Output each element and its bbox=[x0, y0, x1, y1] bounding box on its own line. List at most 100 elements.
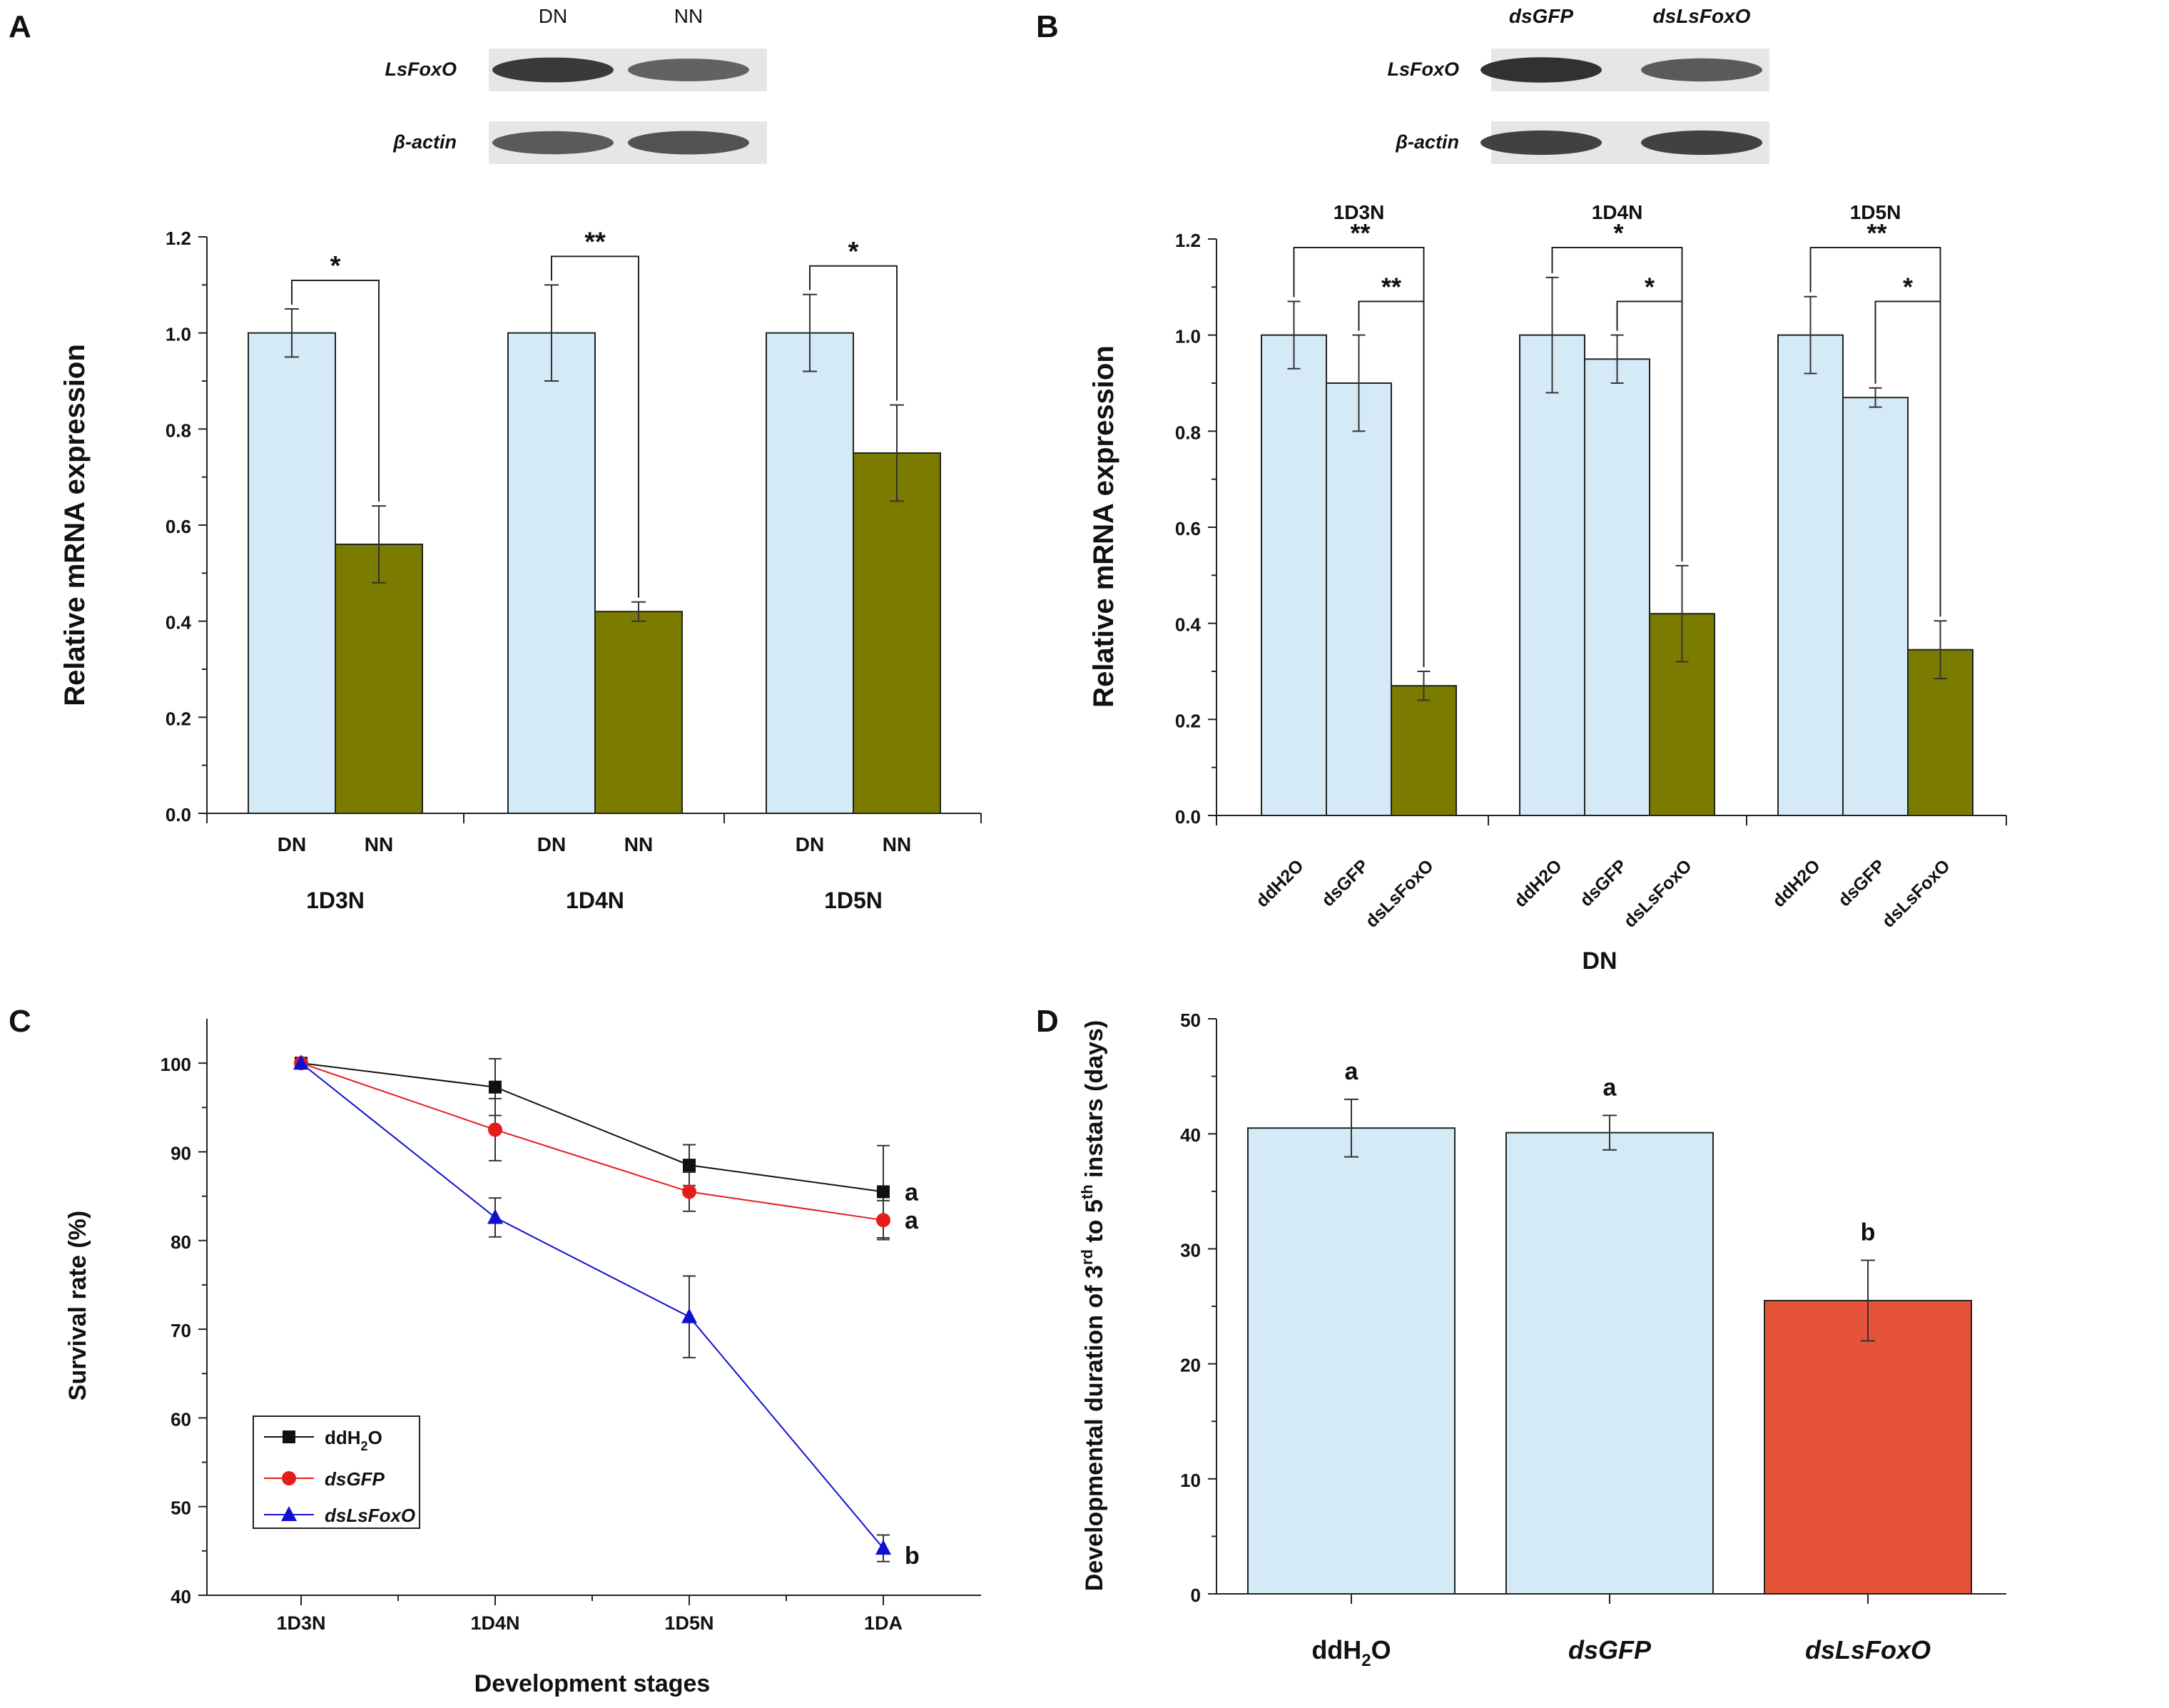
significance-marker: * bbox=[1613, 218, 1623, 248]
y-tick-label: 40 bbox=[171, 1586, 191, 1607]
panel-label: A bbox=[9, 9, 31, 44]
bar-group-1D5N: DN NN * 1D5N bbox=[766, 237, 941, 913]
error-bar bbox=[1675, 564, 1689, 663]
legend-label-main: dsLsFoxO bbox=[325, 1505, 415, 1526]
y-tick-label: 1.0 bbox=[1175, 326, 1201, 347]
bar bbox=[1584, 358, 1650, 817]
plot-area: DN NN * 1D3N DN NN ** 1D4N DN NN * 1D5N bbox=[248, 227, 941, 913]
bar-label: ddH2O bbox=[1252, 855, 1308, 911]
group-label: 1D5N bbox=[1850, 201, 1901, 223]
group-label: 1D3N bbox=[1334, 201, 1385, 223]
legend-label-main: ddH bbox=[325, 1427, 361, 1448]
y-tick-label: 1.2 bbox=[1175, 230, 1201, 251]
bar bbox=[1519, 334, 1585, 816]
bar-label-tail: O bbox=[1371, 1635, 1391, 1664]
y-tick-label: 90 bbox=[171, 1142, 191, 1164]
legend-box bbox=[253, 1415, 420, 1529]
y-axis-title: Relative mRNA expression bbox=[59, 344, 91, 706]
significance-letter: a bbox=[1345, 1058, 1359, 1085]
error-bar bbox=[1861, 1259, 1875, 1342]
bar bbox=[853, 452, 941, 814]
error-bar bbox=[803, 293, 817, 372]
blot-row-label: LsFoxO bbox=[385, 59, 457, 80]
error-bar bbox=[285, 308, 299, 358]
bar-label: ddH2O bbox=[1769, 855, 1824, 911]
x-axis-title: Development stages bbox=[474, 1670, 711, 1697]
data-point bbox=[683, 1159, 696, 1172]
bar-label: NN bbox=[365, 833, 393, 855]
y-axis-title: Survival rate (%) bbox=[64, 1211, 91, 1401]
blot-band bbox=[1641, 58, 1762, 82]
panel-label: D bbox=[1036, 1004, 1059, 1039]
blot-row-label: β-actin bbox=[1395, 131, 1459, 153]
western-blot-a: DN NN LsFoxO β-actin bbox=[385, 5, 767, 164]
group-label: 1D4N bbox=[566, 888, 624, 913]
y-tick-label: 0 bbox=[1191, 1585, 1201, 1606]
blot-row-label: β-actin bbox=[392, 131, 457, 153]
y-title-sup: rd bbox=[1078, 1249, 1096, 1265]
data-point bbox=[877, 1185, 890, 1199]
bar bbox=[1764, 1299, 1972, 1595]
y-axis-title: Relative mRNA expression bbox=[1088, 345, 1119, 708]
significance-letter: a bbox=[905, 1179, 919, 1206]
legend-label-main: dsGFP bbox=[325, 1468, 385, 1490]
significance-letter: b bbox=[1861, 1219, 1876, 1246]
data-point bbox=[489, 1080, 502, 1094]
y-tick-label: 0.8 bbox=[1175, 422, 1201, 443]
data-point bbox=[682, 1184, 696, 1199]
series-line bbox=[300, 1062, 884, 1549]
series-line bbox=[300, 1062, 884, 1221]
y-tick-label: 80 bbox=[171, 1231, 191, 1253]
y-title-part: to 5 bbox=[1081, 1199, 1108, 1249]
y-tick-label: 1.0 bbox=[166, 324, 191, 345]
significance-letter: a bbox=[905, 1207, 919, 1234]
error-bar bbox=[1287, 300, 1301, 370]
y-tick-label: 50 bbox=[171, 1498, 191, 1519]
bar-label: DN bbox=[796, 833, 824, 855]
bar-group-1D4N: DN NN ** 1D4N bbox=[507, 227, 683, 913]
series-line bbox=[300, 1062, 884, 1193]
significance-bracket bbox=[291, 280, 380, 502]
error-bar bbox=[1934, 620, 1947, 680]
bar bbox=[1247, 1127, 1456, 1595]
y-tick-label: 0.0 bbox=[1175, 806, 1201, 828]
blot-row-label: LsFoxO bbox=[1387, 59, 1459, 80]
bar-label: dsGFP bbox=[1576, 855, 1631, 910]
error-bar bbox=[544, 284, 559, 382]
error-bar bbox=[1869, 387, 1882, 408]
y-tick-label: 60 bbox=[171, 1408, 191, 1430]
x-tick-label: 1DA bbox=[864, 1612, 903, 1634]
legend: ddH2O dsGFP dsLsFoxO bbox=[253, 1415, 420, 1529]
error-bar bbox=[1344, 1098, 1358, 1158]
bar bbox=[1505, 1132, 1714, 1595]
significance-bracket bbox=[809, 265, 898, 401]
significance-marker: ** bbox=[584, 227, 606, 257]
data-point bbox=[488, 1122, 502, 1137]
x-tick-label: 1D5N bbox=[664, 1612, 713, 1634]
bar-label-main: dsGFP bbox=[1568, 1635, 1652, 1664]
bar-label: DN bbox=[537, 833, 566, 855]
significance-bracket bbox=[551, 255, 639, 598]
y-tick-label: 0.4 bbox=[1175, 614, 1202, 636]
series-ddh: a bbox=[295, 1057, 919, 1239]
blot-lane-label: dsLsFoxO bbox=[1653, 5, 1751, 27]
error-bar bbox=[890, 404, 904, 502]
bar-label: dsGFP bbox=[1568, 1635, 1652, 1664]
legend-label-tail: O bbox=[368, 1427, 382, 1448]
blot-lane-label: dsGFP bbox=[1509, 5, 1574, 27]
error-bar bbox=[1417, 671, 1431, 701]
y-tick-label: 0.2 bbox=[1175, 710, 1201, 731]
significance-bracket-near bbox=[1358, 300, 1425, 667]
legend-label: ddH2O bbox=[325, 1427, 382, 1453]
bar-label: DN bbox=[278, 833, 306, 855]
legend-marker bbox=[281, 1506, 297, 1521]
error-bar bbox=[1610, 334, 1624, 384]
y-tick-label: 0.4 bbox=[166, 612, 192, 634]
bar-label-main: ddH bbox=[1311, 1635, 1361, 1664]
blot-band bbox=[1641, 130, 1762, 156]
series-dsgfp: a bbox=[294, 1056, 919, 1241]
y-tick-label: 40 bbox=[1180, 1124, 1201, 1146]
y-title-sup: th bbox=[1078, 1184, 1096, 1199]
bar-label: dsGFP bbox=[1318, 855, 1373, 910]
western-blot-b: dsGFP dsLsFoxO LsFoxO β-actin bbox=[1387, 5, 1769, 164]
